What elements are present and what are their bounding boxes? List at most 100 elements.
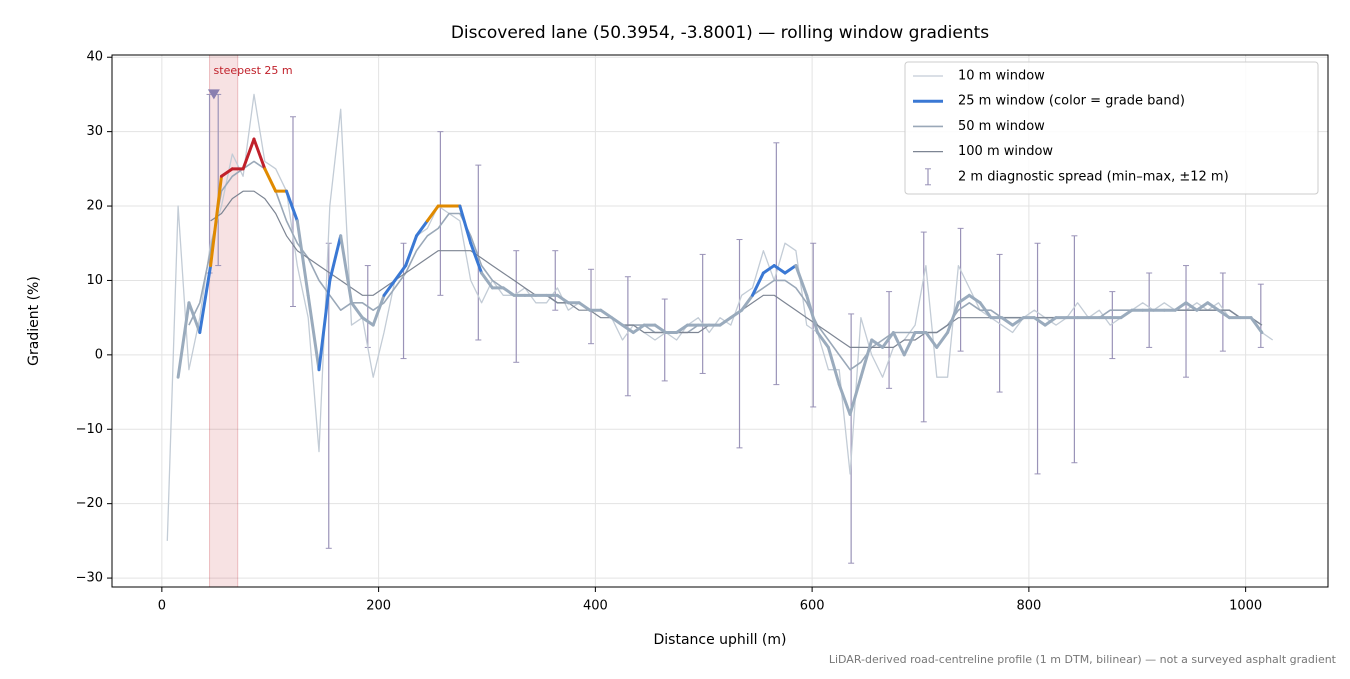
legend-label: 2 m diagnostic spread (min–max, ±12 m) bbox=[958, 169, 1229, 184]
series-segment bbox=[631, 323, 646, 335]
y-tick-label: 30 bbox=[86, 124, 103, 139]
series-segment bbox=[805, 293, 820, 335]
series-segment bbox=[1032, 316, 1047, 327]
error-bar bbox=[1109, 291, 1116, 360]
x-tick-label: 0 bbox=[158, 599, 166, 614]
series-segment bbox=[252, 137, 267, 171]
series-segment bbox=[480, 271, 494, 290]
series-segment bbox=[599, 308, 614, 320]
highlight-label: steepest 25 m bbox=[214, 64, 293, 77]
footnote: LiDAR-derived road-centreline profile (1… bbox=[829, 653, 1337, 666]
series-segment bbox=[501, 286, 516, 297]
error-bar bbox=[957, 227, 964, 352]
error-bar bbox=[848, 313, 855, 564]
series-segment bbox=[382, 278, 397, 297]
series-segment bbox=[393, 264, 408, 282]
series-segment bbox=[404, 234, 419, 268]
series-segment bbox=[415, 219, 429, 238]
series-segment bbox=[653, 323, 668, 335]
series-segment bbox=[360, 316, 375, 327]
series-segment bbox=[350, 301, 364, 320]
error-bar bbox=[552, 250, 559, 311]
series-segment bbox=[1249, 316, 1264, 335]
error-bar bbox=[624, 276, 631, 397]
series-segment bbox=[1000, 316, 1015, 327]
error-bar bbox=[437, 131, 444, 296]
steepest-marker bbox=[207, 89, 220, 100]
series-segment bbox=[956, 293, 971, 305]
x-tick-label: 1000 bbox=[1229, 599, 1262, 614]
error-bar bbox=[736, 239, 743, 449]
legend-label: 50 m window bbox=[958, 119, 1045, 134]
series-segment bbox=[783, 264, 798, 275]
series-segment bbox=[729, 308, 744, 320]
series-segment bbox=[881, 331, 895, 349]
series-segment bbox=[371, 293, 386, 327]
series-segment bbox=[1011, 316, 1025, 327]
series-segment bbox=[891, 331, 906, 357]
series-segment bbox=[198, 264, 213, 335]
y-tick-label: −30 bbox=[76, 571, 103, 586]
series-segment bbox=[978, 301, 993, 320]
series-segment bbox=[1043, 316, 1058, 327]
series-segment bbox=[1206, 301, 1221, 312]
series-segment bbox=[317, 278, 332, 372]
error-bar bbox=[699, 253, 706, 374]
y-tick-label: 20 bbox=[86, 199, 103, 214]
series-segment bbox=[176, 301, 191, 379]
x-tick-label: 800 bbox=[1016, 599, 1041, 614]
series-segment bbox=[219, 167, 234, 178]
error-bar bbox=[588, 268, 595, 345]
error-bar bbox=[1071, 235, 1078, 464]
series-segment bbox=[263, 167, 278, 193]
x-tick-label: 400 bbox=[583, 599, 608, 614]
series-segment bbox=[859, 338, 874, 379]
legend-box bbox=[904, 61, 1319, 195]
y-tick-label: 40 bbox=[86, 50, 103, 65]
series-segment bbox=[1119, 308, 1134, 320]
series-segment bbox=[620, 323, 635, 335]
series-segment bbox=[187, 301, 202, 335]
series-segment bbox=[1184, 301, 1199, 312]
series-segment bbox=[718, 316, 733, 327]
error-bar bbox=[1257, 283, 1264, 348]
series-segment bbox=[946, 301, 960, 335]
series-segment bbox=[241, 137, 256, 171]
series-segment bbox=[848, 375, 863, 416]
series-segment bbox=[902, 331, 917, 357]
series-segment bbox=[816, 331, 830, 349]
legend-label: 100 m window bbox=[958, 144, 1053, 159]
y-tick-label: 0 bbox=[95, 347, 103, 362]
series-segment bbox=[1173, 301, 1188, 312]
series-segment bbox=[924, 331, 939, 349]
series-segment bbox=[1195, 301, 1210, 312]
error-bar bbox=[661, 298, 668, 382]
series-segment bbox=[935, 331, 950, 349]
y-axis-label: Gradient (%) bbox=[26, 276, 42, 366]
x-tick-label: 600 bbox=[800, 599, 825, 614]
series-segment bbox=[837, 383, 852, 416]
series-segment bbox=[675, 323, 689, 335]
x-tick-label: 200 bbox=[366, 599, 391, 614]
x-axis-label: Distance uphill (m) bbox=[654, 632, 787, 648]
chart-title: Discovered lane (50.3954, -3.8001) — rol… bbox=[451, 23, 989, 43]
series-segment bbox=[1217, 308, 1231, 320]
y-tick-label: −10 bbox=[76, 422, 103, 437]
series-segment bbox=[555, 293, 570, 305]
series-segment bbox=[577, 301, 592, 312]
plot bbox=[166, 93, 1274, 564]
series-segment bbox=[209, 174, 223, 268]
series-segment bbox=[469, 241, 484, 275]
series-segment bbox=[826, 345, 841, 387]
legend-label: 25 m window (color = grade band) bbox=[958, 94, 1185, 109]
error-bar bbox=[920, 231, 927, 423]
series-segment bbox=[328, 234, 343, 282]
highlight-band bbox=[209, 54, 239, 588]
series-segment bbox=[761, 264, 776, 275]
series-segment bbox=[751, 271, 765, 297]
error-bar bbox=[1034, 242, 1041, 475]
series-segment bbox=[967, 293, 982, 305]
error-bar bbox=[773, 142, 780, 386]
series-segment bbox=[458, 204, 473, 245]
